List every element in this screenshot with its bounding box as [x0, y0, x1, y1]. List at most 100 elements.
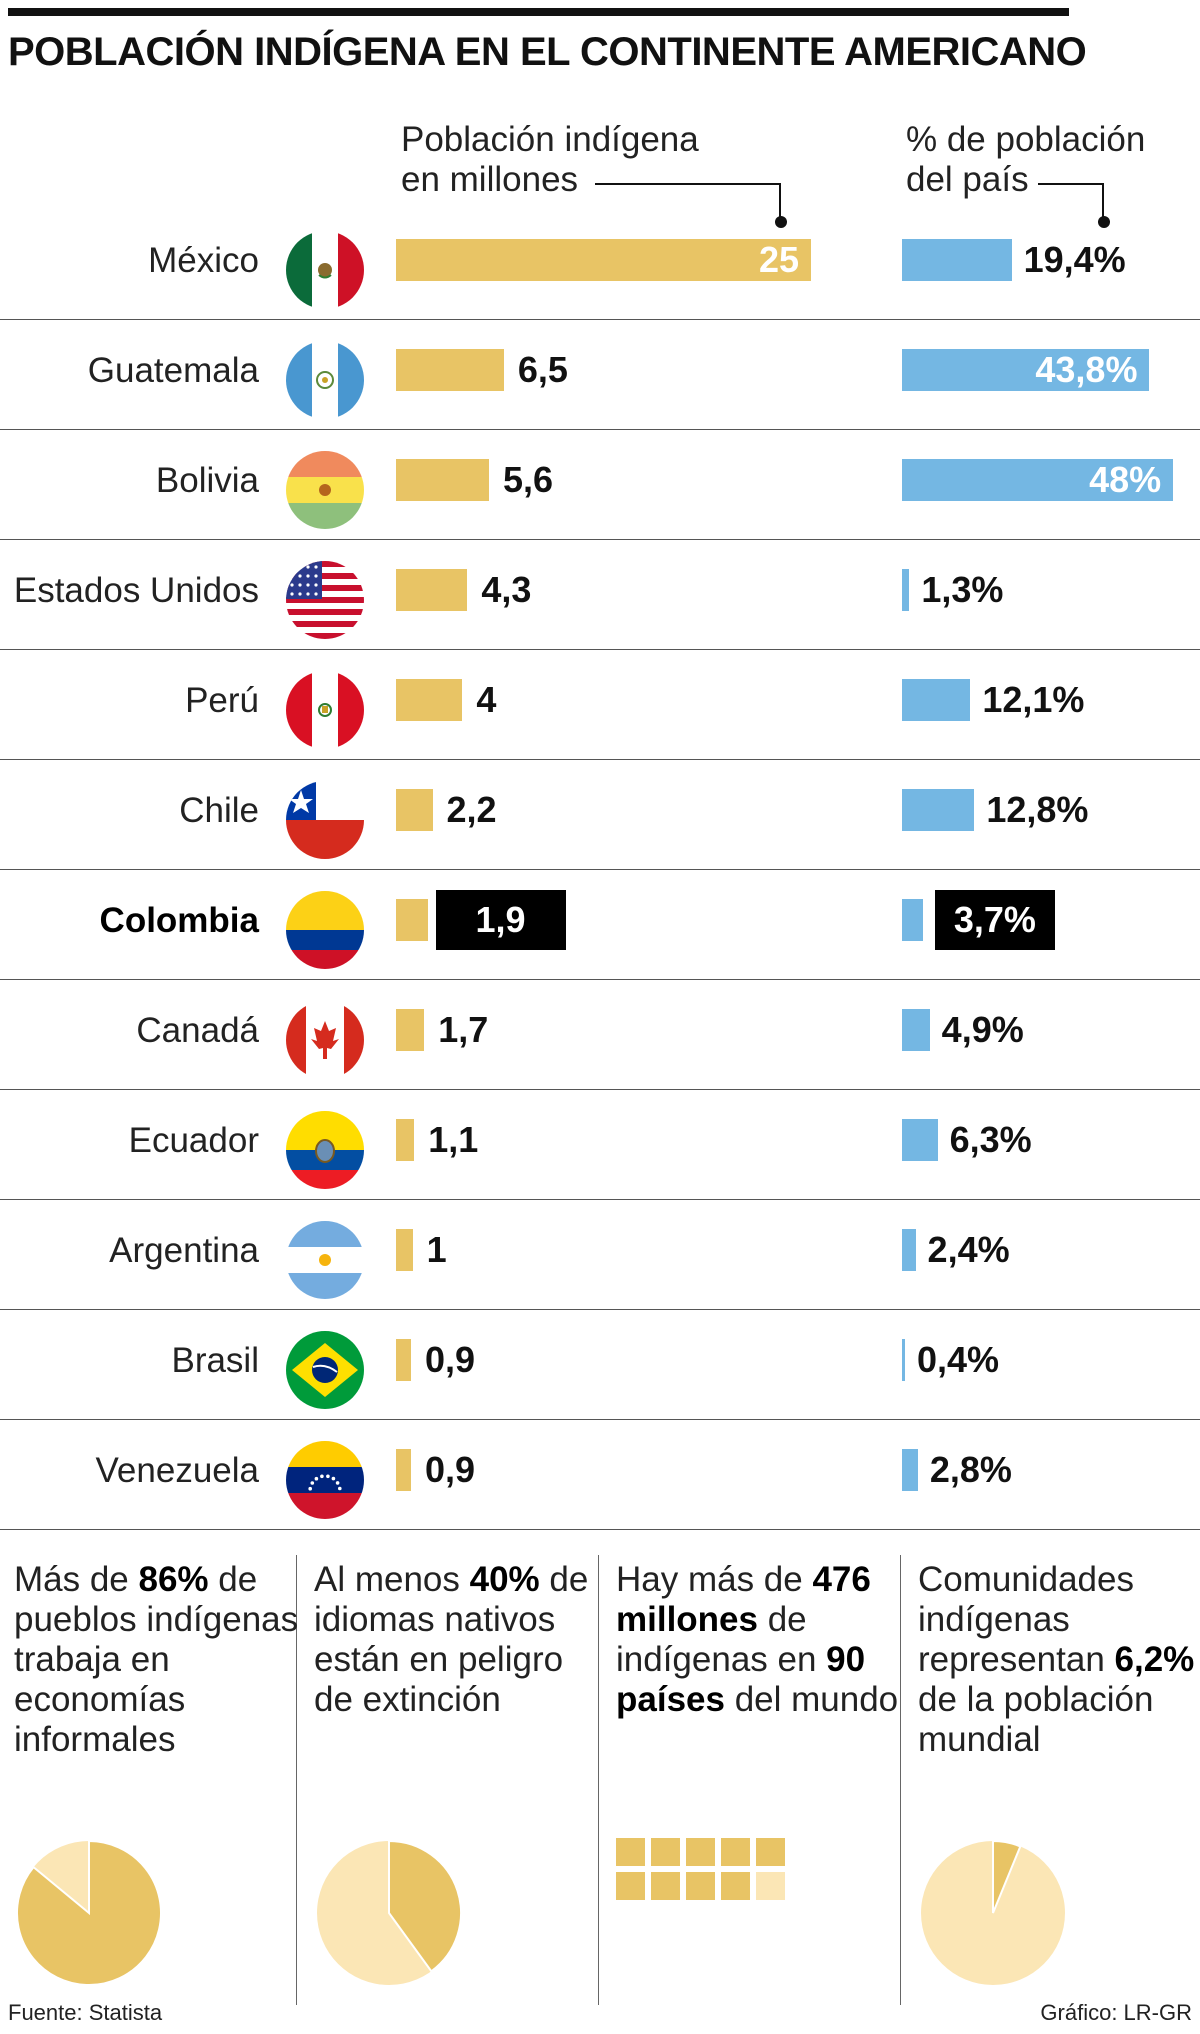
- fact-text: Comunidades indígenas representan 6,2% d…: [918, 1560, 1200, 1760]
- pop-header-dot: [775, 216, 787, 228]
- fact-text: Más de 86% de pueblos indígenas trabaja …: [14, 1560, 304, 1760]
- canada-flag-icon: [286, 1001, 364, 1079]
- pop-value-label: 1,9: [435, 890, 566, 950]
- pop-bar: [396, 789, 433, 831]
- table-row: Canadá 1,7 4,9%: [0, 979, 1200, 1089]
- panel-divider: [296, 1555, 297, 2005]
- pct-bar: [902, 459, 1174, 501]
- fact-fragment: del mundo: [724, 1680, 899, 1719]
- pct-value-label: 3,7%: [934, 890, 1055, 950]
- row-divider: [0, 979, 1200, 980]
- grid-unit-filled: [686, 1872, 715, 1900]
- pop-value-label: 0,9: [424, 1449, 475, 1490]
- fact-highlight: 40%: [469, 1560, 540, 1599]
- row-divider: [0, 1419, 1200, 1420]
- colombia-flag-icon: [286, 891, 364, 969]
- pct-value-label: 6,3%: [949, 1119, 1032, 1160]
- pct-bar: [902, 1229, 916, 1271]
- pct-bar: [902, 679, 971, 721]
- pct-value-label: 0,4%: [917, 1339, 1000, 1380]
- fact-panel: Al menos 40% de idiomas nativos están en…: [314, 1560, 604, 1720]
- table-row: Brasil 0,9 0,4%: [0, 1309, 1200, 1419]
- row-divider: [0, 649, 1200, 650]
- pop-bar: [396, 1449, 411, 1491]
- pct-bar: [902, 899, 923, 941]
- pop-header: Población indígena en millones: [401, 120, 699, 200]
- row-divider: [0, 869, 1200, 870]
- row-divider: [0, 1529, 1200, 1530]
- pct-value-label: 2,8%: [929, 1449, 1012, 1490]
- fact-panel: Más de 86% de pueblos indígenas trabaja …: [14, 1560, 304, 1760]
- fact-fragment: de pueblos indígenas trabaja en economía…: [14, 1560, 299, 1759]
- source-note: Fuente: Statista: [8, 2000, 163, 2025]
- pct-value-label: 12,1%: [982, 679, 1085, 720]
- pct-header-line2: del país: [906, 160, 1029, 199]
- grid-unit-filled: [686, 1838, 715, 1866]
- grid-unit-empty: [756, 1872, 785, 1900]
- grid-unit-filled: [651, 1838, 680, 1866]
- fact-highlight: 6,2%: [1114, 1640, 1195, 1679]
- pct-value-label: 48%: [1089, 459, 1162, 500]
- pie-value-slice: [388, 1839, 462, 1973]
- fact-panel: Comunidades indígenas representan 6,2% d…: [918, 1560, 1200, 1760]
- country-label: Estados Unidos: [13, 571, 259, 610]
- pop-value-label: 1: [426, 1229, 447, 1270]
- pop-bar: [396, 679, 463, 721]
- table-row: Chile 2,2 12,8%: [0, 759, 1200, 869]
- argentina-flag-icon: [286, 1221, 364, 1299]
- pop-value-label: 2,2: [446, 789, 497, 830]
- grid-unit-filled: [721, 1872, 750, 1900]
- pop-bar: [396, 1009, 425, 1051]
- fact-fragment: de indígenas en: [616, 1600, 827, 1679]
- pct-bar: [902, 1009, 930, 1051]
- pct-header: % de población del país: [906, 120, 1145, 200]
- country-label: Ecuador: [128, 1121, 259, 1160]
- grid-unit-filled: [756, 1838, 785, 1866]
- top-rule: [8, 8, 1069, 16]
- peru-flag-icon: [286, 671, 364, 749]
- pop-bar: [396, 899, 428, 941]
- grid-unit-filled: [721, 1838, 750, 1866]
- pct-value-label: 1,3%: [921, 569, 1004, 610]
- panel-divider: [598, 1555, 599, 2005]
- pct-header-line1: % de población: [906, 120, 1146, 159]
- country-label: México: [148, 241, 259, 280]
- pop-header-line2: en millones: [401, 160, 579, 199]
- fact-highlight: 86%: [138, 1560, 209, 1599]
- brazil-flag-icon: [286, 1331, 364, 1409]
- pct-bar: [902, 1119, 938, 1161]
- row-divider: [0, 1309, 1200, 1310]
- fact-fragment: Al menos: [314, 1560, 470, 1599]
- unit-grid: [616, 1838, 785, 1900]
- pct-bar: [902, 239, 1012, 281]
- row-divider: [0, 759, 1200, 760]
- fact-fragment: de la población mundial: [918, 1680, 1154, 1759]
- pct-bar: [902, 349, 1150, 391]
- table-row: Ecuador 1,1 6,3%: [0, 1089, 1200, 1199]
- country-label: Brasil: [171, 1341, 259, 1380]
- pie-value-slice: [16, 1839, 162, 1986]
- pop-header-line1: Población indígena: [401, 120, 699, 159]
- pop-header-leader: [595, 183, 781, 219]
- pop-bar: [396, 1119, 415, 1161]
- fact-fragment: Comunidades indígenas representan: [918, 1560, 1134, 1679]
- row-divider: [0, 1089, 1200, 1090]
- graphic-credit: Gráfico: LR-GR: [1040, 2000, 1192, 2025]
- table-row: Bolivia 5,6 48%: [0, 429, 1200, 539]
- fact-highlight: 90 países: [616, 1640, 866, 1719]
- pop-value-label: 5,6: [502, 459, 553, 500]
- bolivia-flag-icon: [286, 451, 364, 529]
- fact-fragment: de idiomas nativos están en peligro de e…: [314, 1560, 589, 1719]
- pop-bar: [396, 569, 468, 611]
- table-row: Guatemala 6,5 43,8%: [0, 319, 1200, 429]
- pct-header-dot: [1098, 216, 1110, 228]
- grid-unit-filled: [616, 1838, 645, 1866]
- pop-value-label: 4,3: [481, 569, 532, 610]
- table-row: Argentina 1 2,4%: [0, 1199, 1200, 1309]
- table-row: Perú 4 12,1%: [0, 649, 1200, 759]
- country-label: Guatemala: [87, 351, 259, 390]
- pop-value-label: 1,1: [428, 1119, 479, 1160]
- mexico-flag-icon: [286, 231, 364, 309]
- country-label: Argentina: [109, 1231, 259, 1270]
